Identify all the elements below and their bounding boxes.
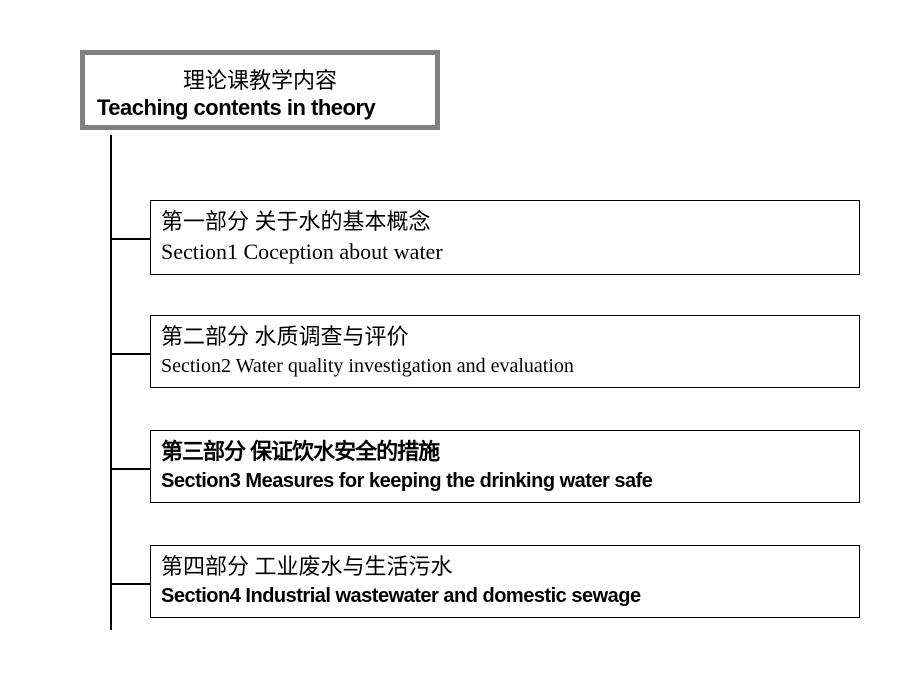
- section3-box: 第三部分 保证饮水安全的措施 Section3 Measures for kee…: [150, 430, 860, 503]
- section2-cn: 第二部分 水质调查与评价: [161, 322, 849, 353]
- branch-line-1: [110, 238, 150, 240]
- section3-en: Section3 Measures for keeping the drinki…: [161, 468, 849, 494]
- section4-en: Section4 Industrial wastewater and domes…: [161, 583, 849, 609]
- section3-cn: 第三部分 保证饮水安全的措施: [161, 437, 849, 468]
- section4-box: 第四部分 工业废水与生活污水 Section4 Industrial waste…: [150, 545, 860, 618]
- section2-box: 第二部分 水质调查与评价 Section2 Water quality inve…: [150, 315, 860, 388]
- header-title-cn: 理论课教学内容: [97, 63, 423, 95]
- header-title-en: Teaching contents in theory: [97, 95, 423, 121]
- section4-cn: 第四部分 工业废水与生活污水: [161, 552, 849, 583]
- section1-en: Section1 Coception about water: [161, 238, 849, 267]
- trunk-line: [110, 135, 112, 630]
- diagram-canvas: 理论课教学内容 Teaching contents in theory 第一部分…: [60, 20, 860, 670]
- branch-line-4: [110, 583, 150, 585]
- section2-en: Section2 Water quality investigation and…: [161, 353, 849, 379]
- branch-line-3: [110, 468, 150, 470]
- section1-box: 第一部分 关于水的基本概念 Section1 Coception about w…: [150, 200, 860, 275]
- header-box: 理论课教学内容 Teaching contents in theory: [80, 50, 440, 130]
- branch-line-2: [110, 353, 150, 355]
- section1-cn: 第一部分 关于水的基本概念: [161, 207, 849, 238]
